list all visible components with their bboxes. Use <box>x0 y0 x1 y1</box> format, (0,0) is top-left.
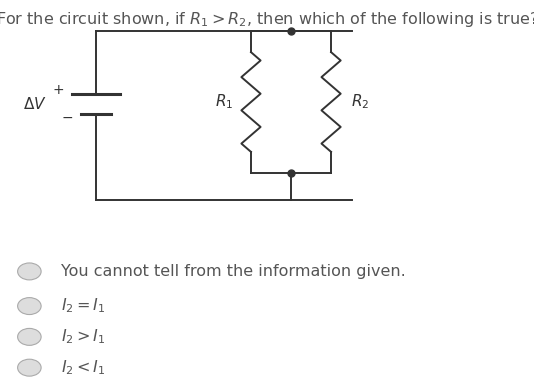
Text: $I_2 = I_1$: $I_2 = I_1$ <box>61 297 106 315</box>
Circle shape <box>18 263 41 280</box>
Text: +: + <box>53 84 65 97</box>
Circle shape <box>18 298 41 315</box>
Text: $I_2 < I_1$: $I_2 < I_1$ <box>61 358 106 377</box>
Text: $I_2 > I_1$: $I_2 > I_1$ <box>61 328 106 346</box>
Text: You cannot tell from the information given.: You cannot tell from the information giv… <box>61 264 406 279</box>
Circle shape <box>18 328 41 345</box>
Text: $R_1$: $R_1$ <box>215 93 233 111</box>
Text: −: − <box>62 110 74 124</box>
Circle shape <box>18 359 41 376</box>
Text: $\Delta V$: $\Delta V$ <box>23 96 46 112</box>
Text: $R_2$: $R_2$ <box>351 93 370 111</box>
Text: For the circuit shown, if $R_1 > R_2$, then which of the following is true?: For the circuit shown, if $R_1 > R_2$, t… <box>0 10 534 28</box>
